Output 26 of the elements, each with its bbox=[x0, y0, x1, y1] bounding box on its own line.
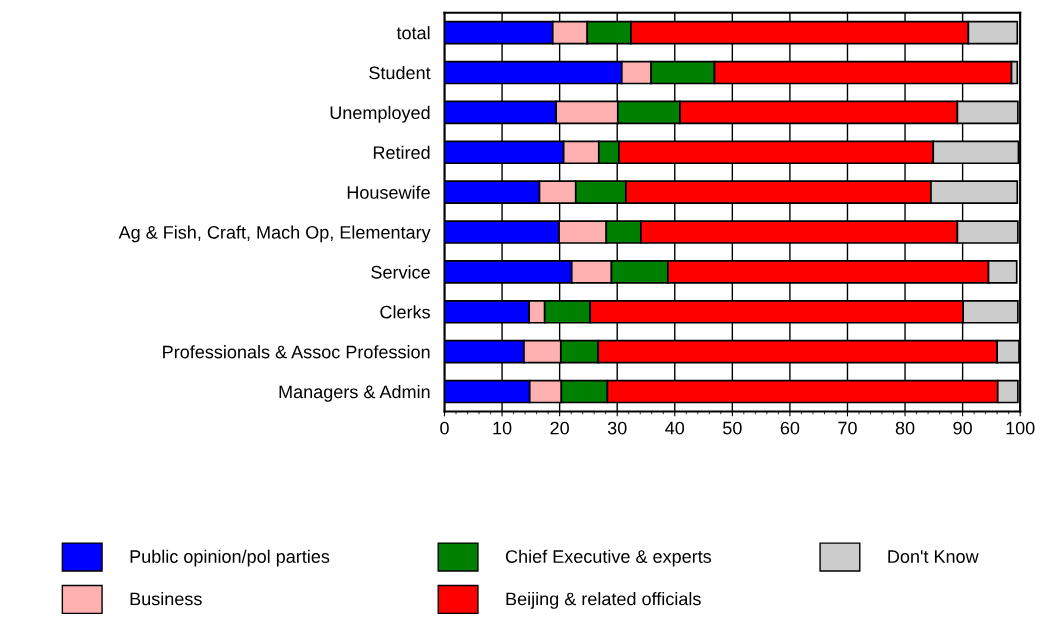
y-tick-label: Ag & Fish, Craft, Mach Op, Elementary bbox=[118, 225, 431, 243]
y-tick-label: Service bbox=[371, 265, 430, 279]
x-tick-label: 30 bbox=[607, 421, 627, 435]
y-tick-label: Student bbox=[369, 65, 431, 80]
x-tick-label: 80 bbox=[895, 421, 915, 435]
x-tick-label: 0 bbox=[440, 421, 449, 435]
x-tick-label: 20 bbox=[550, 421, 569, 435]
x-tick-label: 60 bbox=[780, 421, 800, 435]
x-tick-label: 10 bbox=[493, 421, 512, 435]
x-tick-label: 50 bbox=[723, 421, 742, 435]
x-tick-label: 100 bbox=[1006, 421, 1035, 435]
y-tick-label: Retired bbox=[373, 145, 430, 159]
y-tick-label: Housewife bbox=[347, 185, 430, 199]
x-tick-label: 70 bbox=[838, 421, 857, 435]
x-tick-label: 40 bbox=[665, 421, 685, 435]
x-tick-label: 90 bbox=[953, 421, 972, 435]
legend-label: Business bbox=[130, 592, 202, 606]
legend-label: Chief Executive & experts bbox=[505, 549, 712, 567]
legend-label: Beijing & related officials bbox=[506, 592, 701, 609]
y-tick-label: Unemployed bbox=[330, 105, 430, 123]
legend-label: Public opinion/pol parties bbox=[130, 549, 330, 567]
legend-label: Don't Know bbox=[888, 550, 979, 563]
y-tick-label: Clerks bbox=[380, 305, 430, 319]
y-tick-label: total bbox=[396, 26, 430, 40]
y-tick-label: Professionals & Assoc Profession bbox=[163, 345, 430, 359]
y-tick-label: Managers & Admin bbox=[279, 385, 430, 402]
